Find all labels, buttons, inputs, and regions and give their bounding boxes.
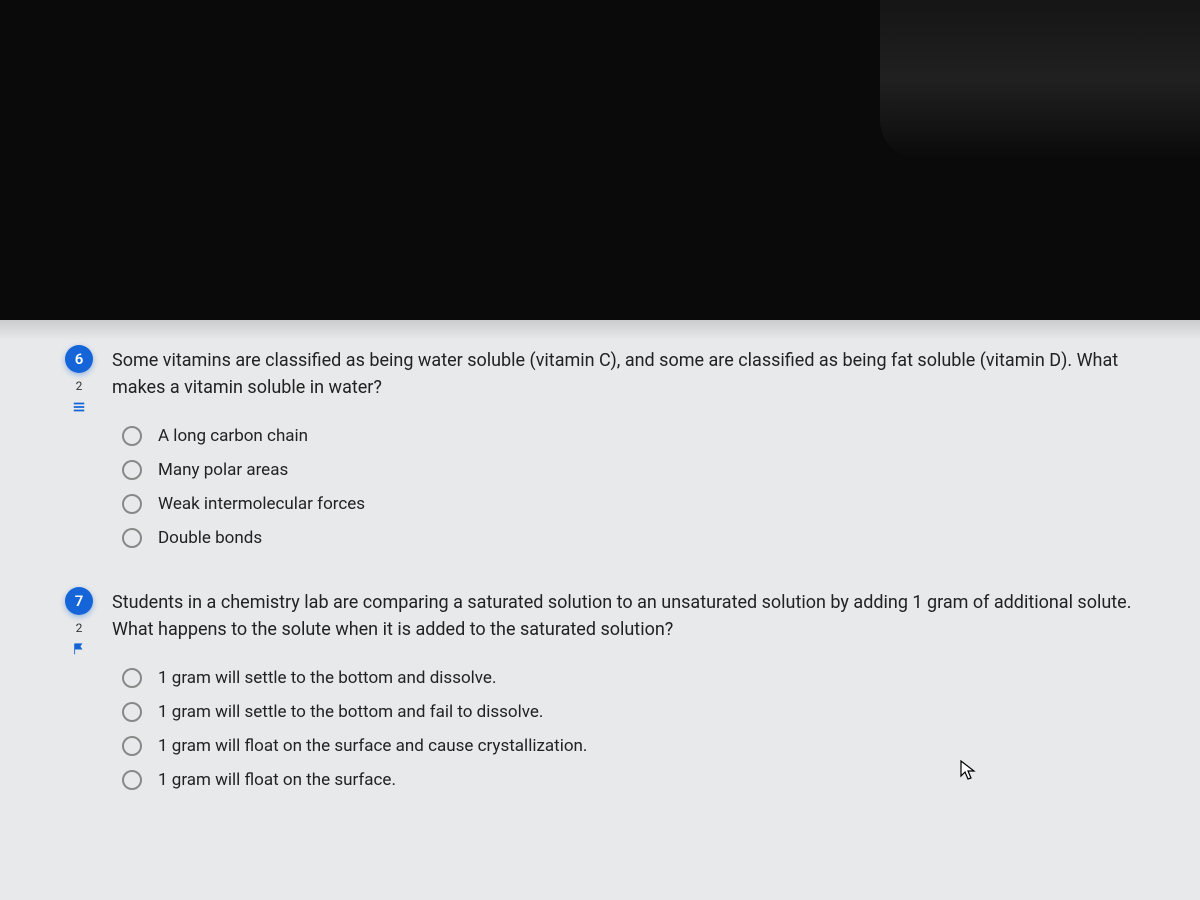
radio-icon[interactable] [122, 494, 142, 514]
flag-icon[interactable] [72, 399, 86, 413]
question-body: Students in a chemistry lab are comparin… [112, 587, 1160, 797]
option-label: 1 gram will settle to the bottom and fai… [158, 702, 543, 722]
option-row[interactable]: 1 gram will settle to the bottom and fai… [122, 695, 1160, 729]
device-overlay [0, 0, 1200, 320]
option-label: Weak intermolecular forces [158, 494, 365, 514]
option-row[interactable]: Weak intermolecular forces [122, 487, 1160, 521]
question-body: Some vitamins are classified as being wa… [112, 345, 1160, 555]
question-meta: 7 2 [60, 587, 98, 655]
quiz-container: 6 2 Some vitamins are classified as bein… [0, 330, 1200, 900]
option-label: 1 gram will float on the surface and cau… [158, 736, 587, 756]
flag-icon[interactable] [72, 641, 86, 655]
options-list: 1 gram will settle to the bottom and dis… [112, 661, 1160, 797]
option-label: 1 gram will settle to the bottom and dis… [158, 668, 496, 688]
radio-icon[interactable] [122, 702, 142, 722]
device-corner [0, 0, 940, 310]
option-row[interactable]: 1 gram will float on the surface and cau… [122, 729, 1160, 763]
radio-icon[interactable] [122, 668, 142, 688]
radio-icon[interactable] [122, 770, 142, 790]
option-row[interactable]: Many polar areas [122, 453, 1160, 487]
question-block: 7 2 Students in a chemistry lab are comp… [60, 587, 1160, 797]
radio-icon[interactable] [122, 528, 142, 548]
radio-icon[interactable] [122, 426, 142, 446]
radio-icon[interactable] [122, 736, 142, 756]
option-row[interactable]: 1 gram will settle to the bottom and dis… [122, 661, 1160, 695]
radio-icon[interactable] [122, 460, 142, 480]
question-meta: 6 2 [60, 345, 98, 413]
question-points: 2 [76, 379, 83, 393]
question-prompt: Students in a chemistry lab are comparin… [112, 589, 1160, 643]
question-prompt: Some vitamins are classified as being wa… [112, 347, 1160, 401]
options-list: A long carbon chain Many polar areas Wea… [112, 419, 1160, 555]
option-label: Many polar areas [158, 460, 288, 480]
option-row[interactable]: A long carbon chain [122, 419, 1160, 453]
option-label: A long carbon chain [158, 426, 308, 446]
question-block: 6 2 Some vitamins are classified as bein… [60, 345, 1160, 555]
device-right-edge [880, 0, 1200, 160]
question-points: 2 [76, 621, 83, 635]
option-row[interactable]: Double bonds [122, 521, 1160, 555]
question-number-badge: 6 [65, 345, 93, 373]
question-number-badge: 7 [65, 587, 93, 615]
option-label: 1 gram will float on the surface. [158, 770, 396, 790]
option-label: Double bonds [158, 528, 262, 548]
option-row[interactable]: 1 gram will float on the surface. [122, 763, 1160, 797]
